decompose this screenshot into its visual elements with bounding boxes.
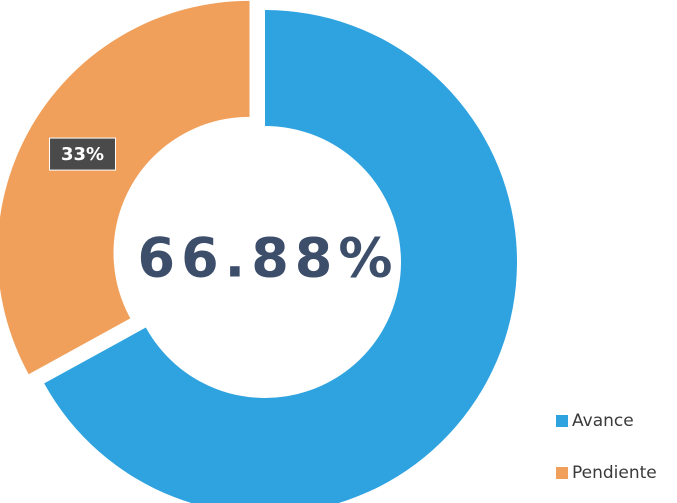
legend-swatch — [556, 467, 568, 479]
data-label-box — [49, 137, 117, 171]
donut-slice — [0, 0, 250, 375]
legend-label: Avance — [572, 411, 634, 431]
data-label: 33% — [61, 144, 104, 165]
legend-swatch — [556, 415, 568, 427]
center-label: 66.88% — [138, 227, 399, 290]
donut-slice — [44, 10, 517, 503]
legend-label: Pendiente — [572, 463, 657, 483]
